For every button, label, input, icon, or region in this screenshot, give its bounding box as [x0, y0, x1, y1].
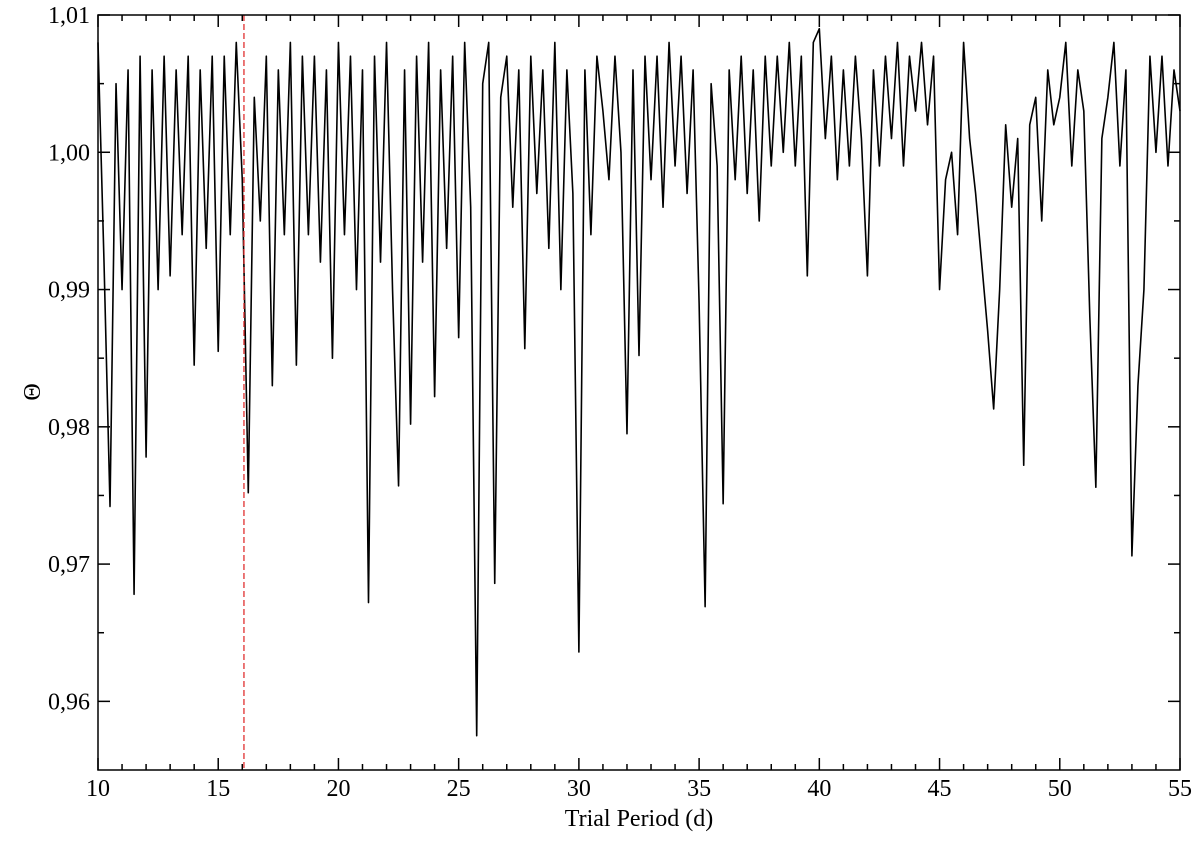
data-line: [97, 27, 1181, 737]
x-tick-label: 20: [326, 776, 350, 802]
y-axis-label: Θ: [20, 383, 46, 400]
x-tick-label: 25: [447, 776, 471, 802]
plot-frame: [97, 14, 1181, 771]
x-tick-label: 30: [567, 776, 591, 802]
x-tick-label: 15: [206, 776, 230, 802]
x-tick-label: 40: [807, 776, 831, 802]
x-tick-label: 55: [1168, 776, 1192, 802]
y-tick-label: 0,99: [48, 278, 90, 304]
y-tick-label: 0,98: [48, 415, 90, 441]
y-tick-label: 1,01: [48, 3, 90, 29]
x-tick-label: 35: [687, 776, 711, 802]
x-tick-label: 50: [1048, 776, 1072, 802]
x-tick-label: 45: [928, 776, 952, 802]
y-tick-label: 1,00: [48, 140, 90, 166]
y-tick-label: 0,97: [48, 552, 90, 578]
x-axis-label: Trial Period (d): [565, 806, 713, 832]
x-tick-label: 10: [86, 776, 110, 802]
y-tick-label: 0,96: [48, 689, 90, 715]
